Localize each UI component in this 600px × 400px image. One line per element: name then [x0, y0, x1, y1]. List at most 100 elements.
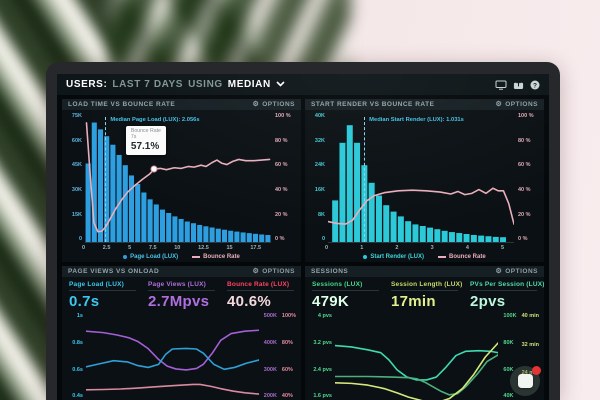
metric-row: Sessions (LUX) 479K Session Length (LUX)… — [305, 277, 544, 312]
axis-tick: 0 % — [518, 236, 528, 243]
axis-tick: 15K — [71, 211, 82, 218]
dashboard-screen: USERS: LAST 7 DAYS USING MEDIAN — [57, 74, 549, 400]
panel-title: SESSIONS — [311, 268, 349, 275]
start-render-chart[interactable]: Median Start Render (LUX): 1.031s — [328, 114, 514, 243]
axis-tick: 0.6s — [72, 366, 83, 373]
metric-label: PVs Per Session (LUX) — [470, 281, 544, 291]
metric-value: 40.6% — [227, 293, 272, 310]
metric-value: 479K — [312, 293, 350, 310]
median-line: Median Start Render (LUX): 1.031s — [364, 117, 464, 242]
gear-icon: ⚙ — [495, 101, 503, 108]
axis-tick: 0 % — [275, 236, 285, 243]
options-button[interactable]: ⚙ OPTIONS — [252, 101, 295, 108]
chat-widget-button[interactable] — [510, 366, 541, 396]
axis-tick: 45K — [71, 162, 82, 169]
panel-load-time-vs-bounce-rate: LOAD TIME VS BOUNCE RATE ⚙ OPTIONS 75K 60K… — [62, 99, 301, 262]
metric-value: 0.7s — [69, 293, 100, 310]
axis-tick: 32K — [314, 137, 325, 144]
axis-tick: 100 % — [518, 113, 534, 119]
axis-tick: 12.5 — [198, 245, 209, 251]
axis-tick: 40 % — [275, 187, 288, 194]
mini-chart-area: 4 pvs 3.2 pvs 2.4 pvs 1.6 pvs 100K 80K 60K 40K… — [305, 312, 544, 400]
gear-icon: ⚙ — [495, 268, 503, 275]
y-axis-left: 4 pvs 3.2 pvs 2.4 pvs 1.6 pvs — [312, 313, 335, 400]
axis-tick: 0 — [78, 236, 82, 243]
y-axis-pageviews: 500K 400K 300K 200K — [263, 313, 277, 400]
gear-icon: ⚙ — [252, 268, 260, 275]
axis-tick: 3 — [430, 245, 434, 251]
users-range-dropdown[interactable]: USERS: LAST 7 DAYS USING MEDIAN — [66, 79, 285, 90]
metric-value: 2.7Mpvs — [148, 293, 210, 310]
options-button[interactable]: ⚙ OPTIONS — [495, 268, 538, 275]
pageviews-onload-chart[interactable] — [86, 314, 259, 400]
axis-tick: 100% — [281, 313, 296, 319]
panel-sessions: SESSIONS ⚙ OPTIONS Sessions (LUX) 479K Se… — [305, 266, 544, 400]
tooltip-title: Bounce Rate — [130, 127, 161, 134]
axis-tick: 80 % — [275, 137, 288, 144]
axis-tick: 40K — [503, 393, 514, 400]
axis-tick: 300K — [263, 366, 277, 373]
axis-tick: 30K — [71, 187, 82, 194]
axis-tick: 40K — [314, 113, 325, 119]
y-axis-right: 100 % 80 % 60 % 40 % 20 % 0 % — [514, 113, 540, 243]
axis-tick: 1 — [360, 245, 364, 251]
y-axis-session-length: 40 min 32 min 24 min — [522, 313, 539, 400]
axis-tick: 0 — [325, 245, 329, 251]
median-label: Median Start Render (LUX): 1.031s — [369, 117, 464, 123]
legend-item-bounce-rate[interactable]: Bounce Rate — [192, 254, 240, 260]
axis-tick: 40 % — [518, 187, 531, 194]
range-label: LAST 7 DAYS — [112, 79, 184, 90]
metric-label: Page Views (LUX) — [148, 281, 215, 291]
legend-item-start-render[interactable]: Start Render (LUX) — [363, 254, 424, 260]
axis-tick: 40% — [281, 393, 293, 400]
sessions-chart[interactable] — [335, 314, 498, 400]
axis-tick: 80% — [281, 339, 293, 346]
options-button[interactable]: ⚙ OPTIONS — [495, 101, 538, 108]
monitor-icon[interactable] — [495, 80, 507, 90]
metric-label: Session Length (LUX) — [391, 281, 462, 291]
y-axis-bounce: 100% 80% 60% 40% — [281, 313, 296, 400]
chart-block: 75K 60K 45K 30K 15K 0 Median Page Load (LUX):… — [62, 110, 301, 262]
legend-item-bounce-rate[interactable]: Bounce Rate — [437, 254, 486, 260]
axis-tick: 200K — [263, 393, 277, 400]
axis-tick: 60% — [281, 366, 293, 373]
metric-label: MEDIAN — [227, 79, 271, 90]
load-time-chart[interactable]: Median Page Load (LUX): 2.056s Bounce Ra… — [85, 114, 271, 243]
share-icon[interactable] — [513, 80, 524, 90]
axis-tick: 5 — [501, 245, 505, 251]
line-chart[interactable] — [86, 314, 259, 400]
legend-item-page-load[interactable]: Page Load (LUX) — [123, 254, 178, 260]
axis-tick: 2.5 — [102, 245, 111, 251]
tooltip-subtitle: 7s — [130, 134, 137, 141]
metric-value: 2pvs — [470, 293, 506, 310]
svg-text:?: ? — [533, 82, 537, 89]
axis-tick: 1.6 pvs — [313, 393, 332, 400]
y-axis-sessions: 100K 80K 60K 40K — [503, 313, 516, 400]
help-icon[interactable]: ? — [530, 80, 540, 90]
options-button[interactable]: ⚙ OPTIONS — [252, 268, 295, 275]
panel-page-views-vs-onload: PAGE VIEWS VS ONLOAD ⚙ OPTIONS Page Load … — [62, 266, 301, 400]
mini-chart-area: 1s 0.8s 0.6s 0.4s 500K 400K 300K 200K 100% 80% 6… — [62, 312, 301, 400]
metric-label: Page Load (LUX) — [69, 281, 136, 291]
header-icon-group: ? — [495, 80, 540, 90]
axis-tick: 0 — [82, 245, 86, 251]
axis-tick: 20 % — [518, 211, 531, 218]
bar-line-chart[interactable] — [85, 114, 271, 242]
line-chart[interactable] — [335, 314, 498, 400]
panel-title: PAGE VIEWS VS ONLOAD — [68, 268, 160, 275]
metric-value: 17min — [391, 293, 436, 310]
x-axis: 0 2.5 5 7.5 10 12.5 15 17.5 — [82, 245, 275, 251]
median-line: Median Page Load (LUX): 2.056s — [105, 117, 200, 242]
metric-page-views: Page Views (LUX) 2.7Mpvs — [148, 281, 215, 310]
chevron-down-icon — [276, 79, 285, 90]
axis-tick: 7.5 — [148, 245, 157, 251]
axis-tick: 10 — [174, 245, 181, 251]
y-axis-right: 100 % 80 % 60 % 40 % 20 % 0 % — [271, 113, 297, 243]
bar-line-chart[interactable] — [328, 114, 514, 242]
metric-bounce-rate: Bounce Rate (LUX) 40.6% — [227, 281, 294, 310]
axis-tick: 2 — [395, 245, 399, 251]
axis-tick: 4 pvs — [317, 313, 332, 319]
panel-header: LOAD TIME VS BOUNCE RATE ⚙ OPTIONS — [62, 99, 301, 110]
using-label: USING — [188, 79, 223, 90]
